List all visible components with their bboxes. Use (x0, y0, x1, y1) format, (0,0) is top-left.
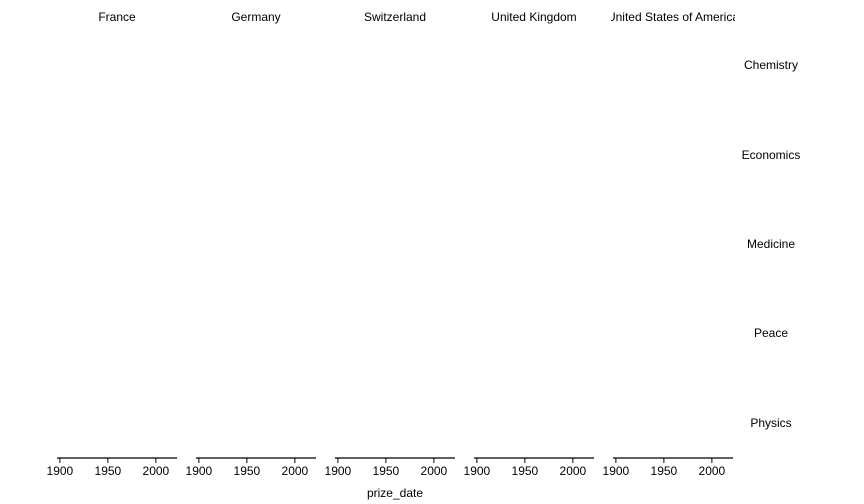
x-tick-label: 1950 (512, 464, 539, 478)
x-tick-label: 1900 (325, 464, 352, 478)
x-tick-label: 1900 (464, 464, 491, 478)
facet-column-label: United States of America (607, 10, 739, 24)
x-tick-label: 2000 (143, 464, 170, 478)
facet-row-label: Physics (750, 416, 791, 430)
facet-column-label: France (98, 10, 136, 24)
x-tick-label: 1900 (603, 464, 630, 478)
x-axis: 1900 1950 2000 (47, 457, 177, 478)
x-tick-label: 2000 (421, 464, 448, 478)
facet-row-label: Peace (754, 326, 788, 340)
x-tick-label: 1950 (373, 464, 400, 478)
facet-row-label: Economics (742, 148, 801, 162)
x-tick-label: 2000 (282, 464, 309, 478)
x-axis: 1900 1950 2000 (603, 457, 733, 478)
facet-column-label: Switzerland (364, 10, 426, 24)
x-tick-label: 2000 (699, 464, 726, 478)
x-axis: 1900 1950 2000 (325, 457, 455, 478)
x-tick-label: 2000 (560, 464, 587, 478)
x-tick-label: 1950 (234, 464, 261, 478)
x-axis-label: prize_date (367, 486, 423, 500)
facet-row-label: Chemistry (744, 58, 798, 72)
x-tick-label: 1900 (47, 464, 74, 478)
x-tick-label: 1950 (95, 464, 122, 478)
x-axis: 1900 1950 2000 (186, 457, 316, 478)
facet-column-label: United Kingdom (491, 10, 576, 24)
facet-column-label: Germany (231, 10, 280, 24)
facet-row-label: Medicine (747, 237, 795, 251)
x-axis: 1900 1950 2000 (464, 457, 594, 478)
x-tick-label: 1950 (651, 464, 678, 478)
x-tick-label: 1900 (186, 464, 213, 478)
